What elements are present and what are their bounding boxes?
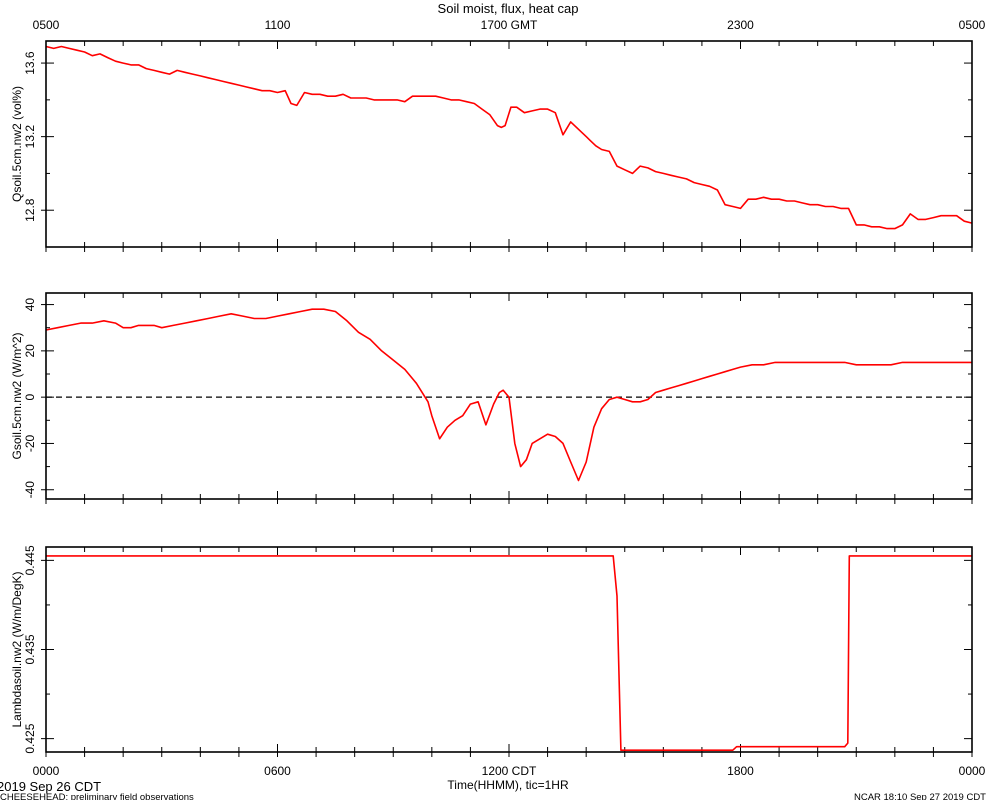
chart-title: Soil moist, flux, heat cap [438, 1, 579, 16]
y-axis-label: Lambdasoil.nw2 (W/m/DegK) [10, 571, 24, 727]
y-tick-label: 0.435 [23, 634, 37, 664]
x-tick-label: 1200 CDT [482, 764, 537, 778]
timestamp-stamp: NCAR 18:10 Sep 27 2019 CDT [854, 792, 986, 800]
x-tick-label: 1800 [727, 764, 754, 778]
y-tick-label: 12.8 [23, 198, 37, 222]
project-note: CHEESEHEAD: preliminary field observatio… [0, 792, 194, 800]
panels: 12.8 13.2 13.6 Qsoil.5cm.nw2 (vol%) -40 -20 0 2… [10, 18, 986, 792]
y-tick-label: 40 [23, 298, 37, 312]
top-tick-label: 2300 [727, 18, 754, 32]
y-tick-label: 0 [23, 394, 37, 401]
series-line-2 [45, 308, 972, 482]
y-tick-label: -40 [23, 481, 37, 499]
y-tick-label: 20 [23, 344, 37, 358]
plot-frame [45, 292, 973, 500]
series-line-3 [46, 555, 972, 752]
top-tick-label: 1700 GMT [481, 18, 538, 32]
date-label: 2019 Sep 26 CDT [0, 779, 101, 794]
top-tick-label: 0500 [33, 18, 60, 32]
top-tick-label: 0500 [959, 18, 986, 32]
panel-2: -40 -20 0 20 40 Gsoil.5cm.nw2 (W/m^2) [10, 292, 973, 504]
series-line-1 [45, 45, 973, 230]
y-axis-label: Qsoil.5cm.nw2 (vol%) [10, 86, 24, 202]
x-axis-label: Time(HHMM), tic=1HR [447, 778, 569, 792]
y-tick-label: 0.445 [23, 545, 37, 575]
y-tick-label: 13.2 [23, 125, 37, 149]
top-tick-label: 1100 [265, 18, 291, 32]
plot-frame [45, 546, 973, 753]
y-tick-label: -20 [23, 434, 37, 452]
x-tick-label: 0000 [33, 764, 60, 778]
panel-1: 12.8 13.2 13.6 Qsoil.5cm.nw2 (vol%) [10, 40, 973, 252]
x-tick-label: 0000 [959, 764, 986, 778]
plot-frame [45, 40, 973, 248]
y-axis-label: Gsoil.5cm.nw2 (W/m^2) [10, 333, 24, 460]
y-tick-label: 13.6 [23, 51, 37, 75]
x-tick-label: 0600 [264, 764, 291, 778]
y-tick-label: 0.425 [23, 723, 37, 753]
